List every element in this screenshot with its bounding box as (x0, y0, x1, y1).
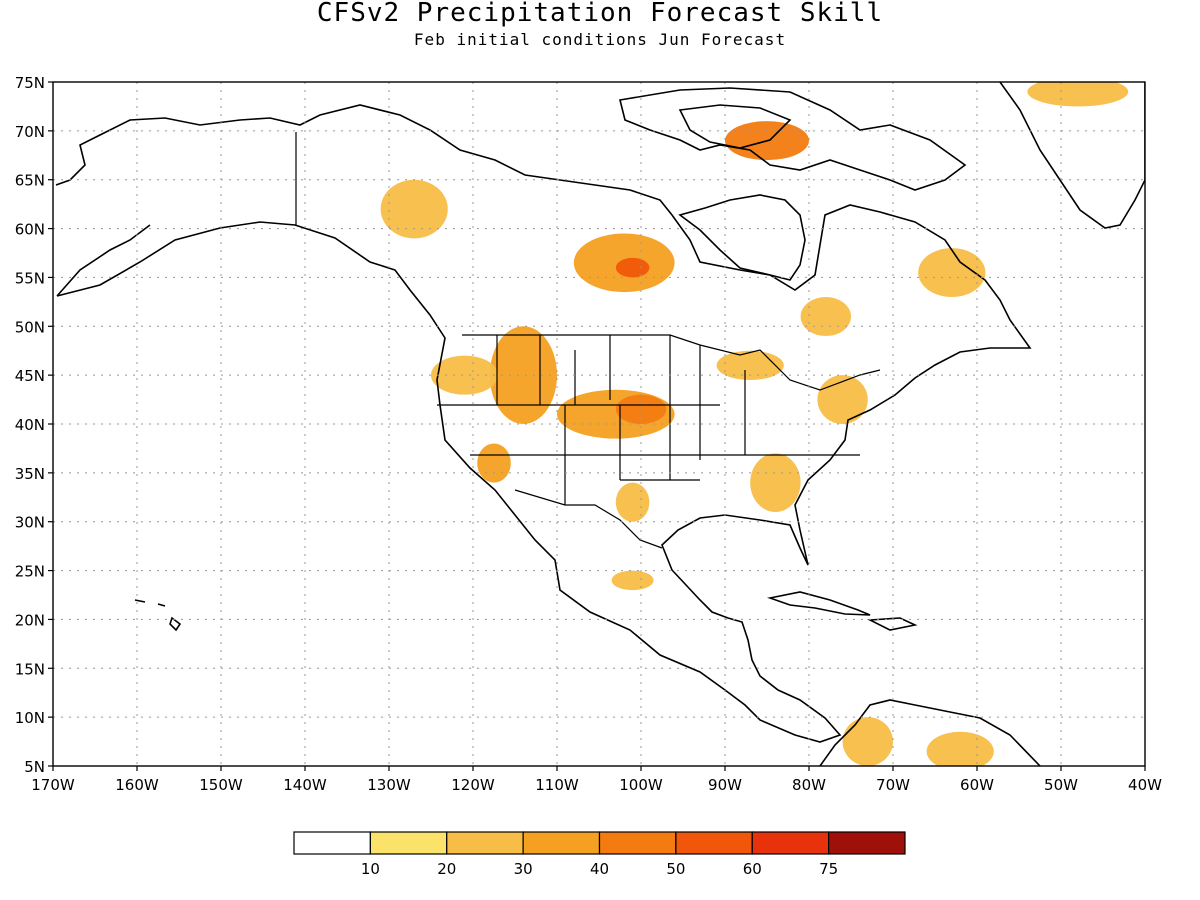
colorbar-swatch (598, 831, 677, 855)
map-subtitle: Feb initial conditions Jun Forecast (413, 30, 787, 49)
colorbar-label: 40 (590, 860, 609, 878)
lat-tick-label: 25N (15, 563, 45, 581)
hawaii-coastline (134, 599, 182, 632)
hispaniola-coastline (867, 617, 918, 631)
lon-tick-label: 140W (283, 776, 327, 794)
lat-tick-label: 75N (15, 74, 45, 92)
skill-region-texas (615, 482, 650, 522)
colorbar-swatch (446, 831, 524, 855)
axis-ticks-layer: 5N 10N 15N 20N 25N 30N 35N 40N 45N 50N 55N 60N 65N 70… (15, 74, 1162, 794)
lat-tick-label: 20N (15, 611, 45, 629)
colorbar-swatch (675, 831, 753, 855)
lon-tick-label: 120W (451, 776, 495, 794)
lat-tick-label: 65N (15, 172, 45, 190)
cuba-coastline (766, 591, 871, 616)
hudson-bay-coastline (678, 194, 806, 281)
skill-region-quebec-labrador (918, 248, 986, 297)
lat-tick-label: 30N (15, 514, 45, 532)
skill-region-yukon (380, 179, 448, 239)
skill-region-southeast-us (750, 453, 801, 512)
skill-region-colombia (842, 717, 893, 766)
lon-tick-label: 50W (1044, 776, 1078, 794)
south-america-coastline (819, 699, 1041, 766)
colorbar-swatch (828, 831, 906, 855)
lon-tick-label: 170W (31, 776, 75, 794)
lon-tick-label: 80W (792, 776, 826, 794)
skill-region-venezuela (926, 731, 994, 766)
skill-region-northeast-us (817, 375, 868, 425)
lon-tick-label: 150W (199, 776, 243, 794)
lat-tick-label: 15N (15, 660, 45, 678)
colorbar-swatch (293, 831, 371, 855)
colorbar-label: 75 (819, 860, 838, 878)
lat-tick-label: 70N (15, 123, 45, 141)
political-borders-layer (295, 132, 881, 549)
gridlines-layer (53, 82, 1145, 766)
lat-tick-label: 40N (15, 416, 45, 434)
colorbar-label: 50 (666, 860, 685, 878)
colorbar-label: 10 (361, 860, 380, 878)
skill-region-greenland-n (1027, 82, 1129, 107)
skill-region-hudson-core (615, 257, 650, 278)
lat-tick-label: 45N (15, 367, 45, 385)
colorbar: 10 20 30 40 50 60 75 (293, 831, 906, 878)
lon-tick-label: 70W (876, 776, 910, 794)
us-mexico-border (514, 489, 663, 549)
skill-region-pacific-nw (431, 355, 499, 395)
colorbar-swatch (751, 831, 830, 855)
lat-tick-label: 35N (15, 465, 45, 483)
colorbar-swatch (369, 831, 448, 855)
lon-tick-label: 160W (115, 776, 159, 794)
skill-region-california (477, 443, 511, 483)
lat-tick-label: 10N (15, 709, 45, 727)
map-title: CFSv2 Precipitation Forecast Skill (316, 0, 884, 28)
lat-tick-label: 55N (15, 269, 45, 287)
skill-region-labrador-sea (800, 296, 851, 337)
lon-tick-label: 110W (535, 776, 579, 794)
lon-tick-label: 90W (708, 776, 742, 794)
us-canada-border (462, 334, 881, 391)
us-state-lines (437, 335, 860, 505)
arctic-islands-coastline (619, 87, 967, 191)
lon-tick-label: 60W (960, 776, 994, 794)
skill-region-nebraska (615, 394, 667, 424)
skill-shading-layer (380, 82, 1129, 766)
lon-tick-label: 40W (1128, 776, 1162, 794)
lat-tick-label: 5N (24, 758, 45, 776)
colorbar-label: 20 (437, 860, 456, 878)
lon-tick-label: 130W (367, 776, 411, 794)
lon-tick-label: 100W (619, 776, 663, 794)
skill-region-mexico (611, 570, 654, 591)
colorbar-swatch (522, 831, 601, 855)
lat-tick-label: 60N (15, 221, 45, 239)
colorbar-label: 30 (514, 860, 533, 878)
skill-region-rockies-idaho (489, 326, 557, 424)
greenland-coastline (999, 82, 1145, 229)
skill-region-great-lakes (716, 350, 784, 381)
colorbar-label: 60 (743, 860, 762, 878)
coastline-layer (55, 82, 1145, 766)
lat-tick-label: 50N (15, 318, 45, 336)
